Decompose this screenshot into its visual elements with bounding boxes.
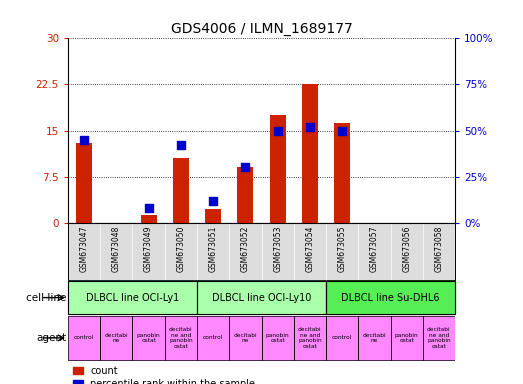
Bar <box>68 316 100 360</box>
Text: GSM673051: GSM673051 <box>209 226 218 272</box>
Bar <box>197 316 229 360</box>
Text: panobin
ostat: panobin ostat <box>395 333 418 343</box>
Bar <box>132 316 165 360</box>
Bar <box>237 167 254 223</box>
Bar <box>132 316 165 360</box>
Text: DLBCL line OCI-Ly10: DLBCL line OCI-Ly10 <box>212 293 311 303</box>
Text: GSM673055: GSM673055 <box>338 226 347 272</box>
Bar <box>229 316 262 360</box>
Bar <box>326 316 358 360</box>
Bar <box>197 281 326 314</box>
Bar <box>165 316 197 360</box>
Point <box>144 205 153 211</box>
Bar <box>423 316 455 360</box>
Bar <box>100 316 132 360</box>
Bar <box>294 316 326 360</box>
Bar <box>334 123 350 223</box>
Bar <box>100 316 132 360</box>
Text: decitabi
ne: decitabi ne <box>105 333 128 343</box>
Text: GSM673052: GSM673052 <box>241 226 250 272</box>
Text: cell line: cell line <box>26 293 66 303</box>
Point <box>274 127 282 134</box>
Text: GSM673053: GSM673053 <box>273 226 282 272</box>
Bar <box>269 115 286 223</box>
Bar <box>326 281 455 314</box>
Point <box>305 124 314 130</box>
Text: control: control <box>332 335 353 341</box>
Text: GSM673047: GSM673047 <box>79 226 88 272</box>
Bar <box>197 316 229 360</box>
Bar <box>68 281 197 314</box>
Bar <box>205 209 221 223</box>
Text: decitabi
ne and
panobin
ostat: decitabi ne and panobin ostat <box>427 327 451 349</box>
Bar <box>391 316 423 360</box>
Bar <box>76 143 92 223</box>
Text: GSM673048: GSM673048 <box>112 226 121 272</box>
Bar <box>197 281 326 314</box>
Bar <box>173 158 189 223</box>
Bar <box>391 316 423 360</box>
Text: DLBCL line OCI-Ly1: DLBCL line OCI-Ly1 <box>86 293 179 303</box>
Text: GSM673050: GSM673050 <box>176 226 185 272</box>
Text: GSM673049: GSM673049 <box>144 226 153 272</box>
Bar <box>165 316 197 360</box>
Bar <box>141 215 157 223</box>
Text: control: control <box>203 335 223 341</box>
Point <box>80 137 88 143</box>
Text: decitabi
ne and
panobin
ostat: decitabi ne and panobin ostat <box>298 327 322 349</box>
Text: GSM673058: GSM673058 <box>435 226 444 272</box>
Text: GSM673054: GSM673054 <box>305 226 314 272</box>
Bar <box>262 316 294 360</box>
Title: GDS4006 / ILMN_1689177: GDS4006 / ILMN_1689177 <box>170 22 353 36</box>
Point <box>177 142 185 148</box>
Bar <box>262 316 294 360</box>
Bar <box>423 316 455 360</box>
Point <box>338 127 346 134</box>
Bar <box>229 316 262 360</box>
Text: decitabi
ne: decitabi ne <box>234 333 257 343</box>
Text: panobin
ostat: panobin ostat <box>266 333 289 343</box>
Legend: count, percentile rank within the sample: count, percentile rank within the sample <box>73 366 255 384</box>
Bar <box>326 281 455 314</box>
Bar <box>358 316 391 360</box>
Bar <box>302 84 318 223</box>
Text: DLBCL line Su-DHL6: DLBCL line Su-DHL6 <box>341 293 440 303</box>
Text: panobin
ostat: panobin ostat <box>137 333 161 343</box>
Bar <box>68 316 100 360</box>
Bar <box>326 316 358 360</box>
Bar <box>68 281 197 314</box>
Text: GSM673056: GSM673056 <box>402 226 411 272</box>
Point <box>241 164 249 170</box>
Point <box>209 197 218 204</box>
Bar <box>294 316 326 360</box>
Text: decitabi
ne: decitabi ne <box>362 333 386 343</box>
Text: control: control <box>74 335 94 341</box>
Bar <box>358 316 391 360</box>
Text: GSM673057: GSM673057 <box>370 226 379 272</box>
Text: agent: agent <box>36 333 66 343</box>
Text: decitabi
ne and
panobin
ostat: decitabi ne and panobin ostat <box>169 327 192 349</box>
